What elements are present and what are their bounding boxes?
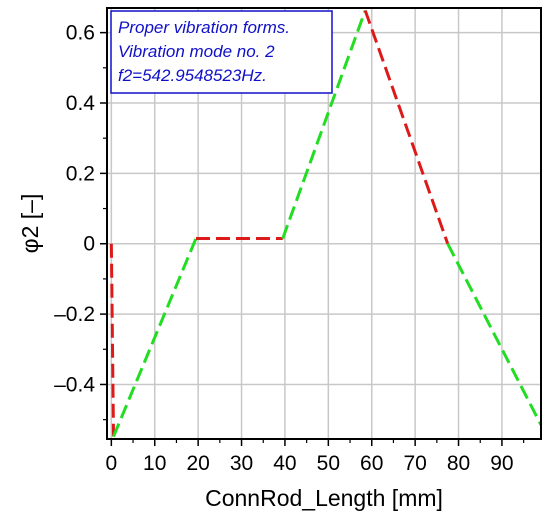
mode-shape-segment — [109, 243, 116, 437]
x-axis-title: ConnRod_Length [mm] — [205, 485, 443, 511]
axis-ticks — [100, 31, 525, 446]
annotation-border — [110, 10, 333, 94]
x-tick-label: 10 — [143, 452, 166, 475]
mode-shape-segment — [446, 243, 543, 426]
y-axis-tick-labels: –0.4 –0.2 0 0.2 0.4 0.6 — [54, 22, 95, 397]
x-tick-label: 0 — [105, 452, 117, 475]
y-tick-label: –0.2 — [54, 303, 95, 326]
x-axis-tick-labels: 0 10 20 30 40 50 60 70 80 90 — [105, 452, 513, 475]
x-tick-label: 40 — [273, 452, 296, 475]
y-tick-label: 0 — [83, 233, 95, 256]
x-tick-label: 80 — [447, 452, 470, 475]
x-tick-label: 90 — [490, 452, 513, 475]
y-tick-label: 0.2 — [66, 162, 95, 185]
annotation-box: Proper vibration forms. Vibration mode n… — [110, 10, 333, 94]
plot-area-frame — [106, 7, 542, 440]
annotation-line-frequency: f2=542.9548523Hz. — [118, 66, 267, 85]
y-tick-label: –0.4 — [54, 373, 95, 396]
mode-shape-segment — [112, 237, 198, 438]
annotation-line-title: Proper vibration forms. — [118, 18, 290, 37]
mode-shape-segment — [281, 9, 367, 239]
x-tick-label: 20 — [186, 452, 209, 475]
y-tick-label: 0.6 — [66, 22, 95, 45]
x-tick-label: 60 — [360, 452, 383, 475]
annotation-line-mode: Vibration mode no. 2 — [118, 42, 275, 61]
x-tick-label: 50 — [317, 452, 340, 475]
x-tick-label: 70 — [403, 452, 426, 475]
x-tick-label: 30 — [230, 452, 253, 475]
mode-shape-segment — [363, 9, 450, 245]
vibration-mode-series — [109, 9, 543, 438]
y-tick-label: 0.4 — [66, 92, 96, 115]
y-axis-title: φ2 [–] — [17, 194, 43, 254]
